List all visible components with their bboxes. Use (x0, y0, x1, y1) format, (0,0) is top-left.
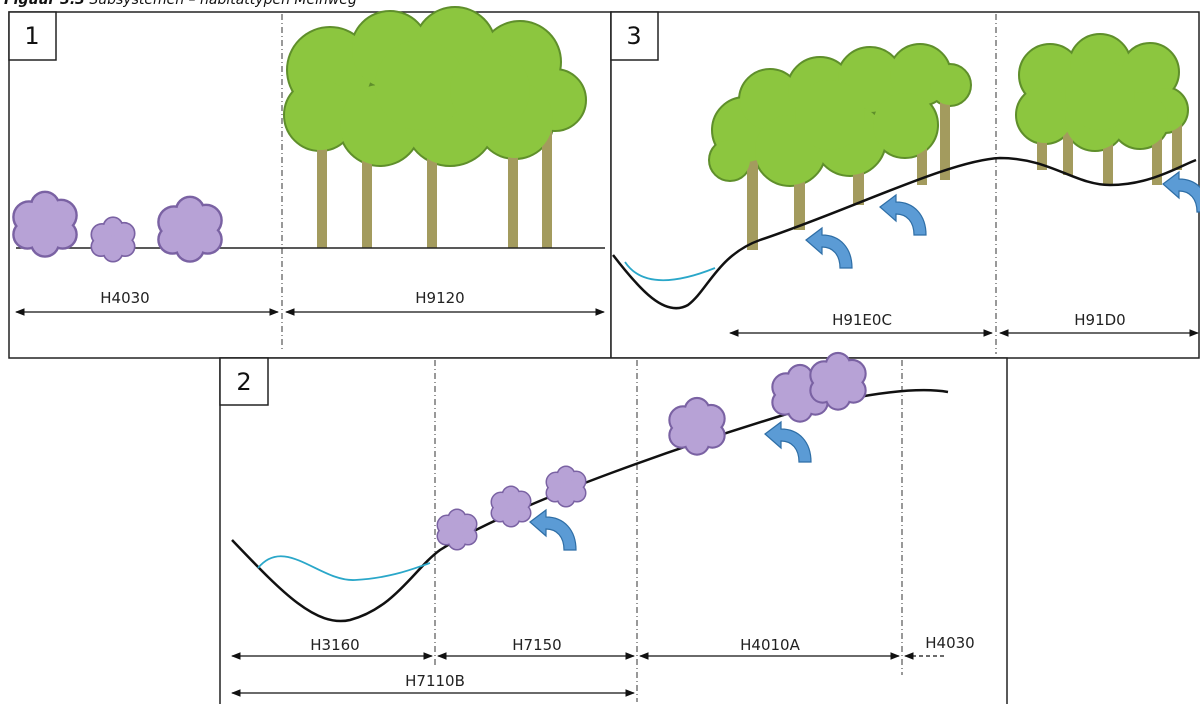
zone-label: H4030 (100, 289, 149, 307)
zone-label: H7110B (405, 672, 465, 690)
panel-number: 1 (24, 22, 39, 50)
panel-number: 2 (236, 368, 251, 396)
canopy (1017, 35, 1187, 150)
caption: Figuur 3.3 Subsystemen – habitattypen Me… (4, 0, 357, 8)
zone-label: H9120 (415, 289, 464, 307)
panel-number: 3 (626, 22, 641, 50)
zone-label: H91D0 (1074, 311, 1125, 329)
zone-label: H4010A (740, 636, 800, 654)
figure: Figuur 3.3 Subsystemen – habitattypen Me… (0, 0, 1200, 704)
caption-label: Figuur 3.3 (4, 0, 85, 8)
caption-text: Subsystemen – habitattypen Meinweg (89, 0, 357, 8)
zone-label: H3160 (310, 636, 359, 654)
zone-label: H7150 (512, 636, 561, 654)
zone-label: H4030 (925, 634, 974, 652)
canopy (285, 8, 585, 165)
zone-label: H91E0C (832, 311, 892, 329)
